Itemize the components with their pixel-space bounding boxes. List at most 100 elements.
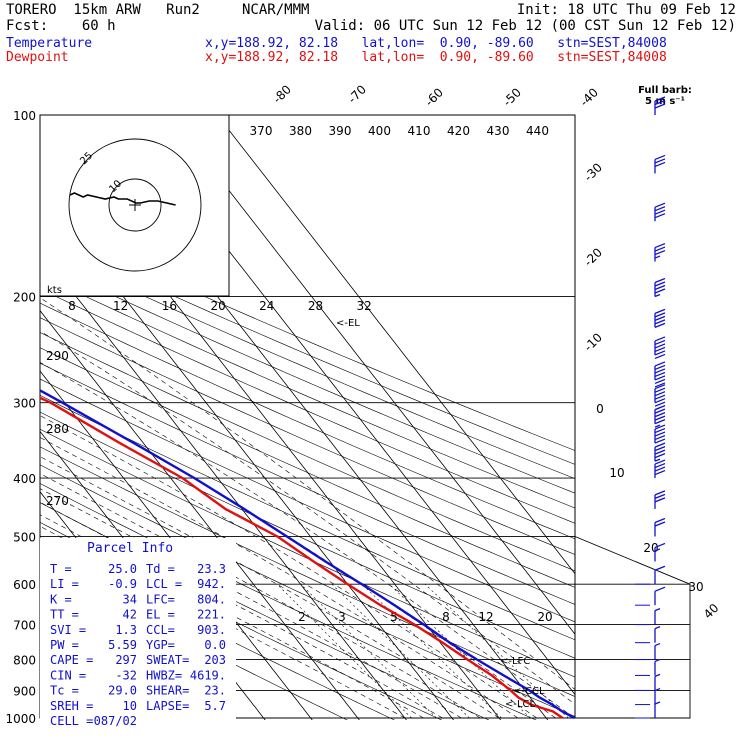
parcel-value: 5.59 (108, 638, 137, 652)
speed-axis-label: 16 (162, 299, 177, 313)
isotherm-label: -30 (581, 160, 605, 184)
hodograph-ring (68, 138, 202, 272)
wind-barb-flag (654, 322, 666, 328)
wind-barb-flag (654, 361, 666, 367)
dry-adiabat (40, 302, 575, 540)
wind-barb-flag (654, 424, 661, 428)
header-title: TORERO 15km ARW Run2 NCAR/MMM (6, 2, 310, 18)
hodograph-trace (69, 192, 176, 206)
parcel-value: 34 (123, 592, 137, 606)
mixing-ratio-line (276, 583, 412, 719)
wind-barb-flag (654, 242, 666, 249)
pressure-tick-label: 800 (13, 654, 36, 668)
wind-barb-flag (654, 442, 666, 448)
barb-legend: 5 m s⁻¹ (645, 96, 685, 107)
isotherm-line (40, 189, 455, 720)
parcel-label: LAPSE= (146, 699, 189, 713)
wind-barb-flag (654, 343, 666, 349)
parcel-info-title: Parcel Info (87, 541, 173, 556)
wind-barb-flag (654, 353, 666, 360)
pressure-tick-label: 900 (13, 684, 36, 698)
parcel-label: K = (50, 592, 72, 606)
wind-barb-flag (654, 434, 666, 441)
speed-axis-label: 8 (68, 299, 76, 313)
level-annotation: <-CCL (513, 686, 545, 697)
mixing-ratio-label: 5 (390, 610, 398, 624)
temperature-station-info: x,y=188.92, 82.18 lat,lon= 0.90, -89.60 … (205, 36, 667, 51)
dry-adiabat (40, 446, 575, 697)
dewpoint-line (40, 396, 564, 719)
wind-barb-flag (654, 469, 666, 476)
wind-barb-flag (654, 375, 666, 381)
wind-barb-flag (654, 246, 666, 252)
wind-barb-flag (654, 415, 666, 421)
barb-legend: Full barb: (638, 85, 692, 96)
wind-barb-flag (654, 382, 666, 388)
isotherm-label: -10 (581, 330, 605, 354)
isotherm-line (169, 115, 575, 635)
theta-label: 380 (289, 124, 312, 138)
dry-adiabat (40, 317, 575, 555)
theta-label: 370 (250, 124, 273, 138)
theta-label: 280 (46, 422, 69, 436)
isotherm-label: -50 (500, 85, 524, 109)
theta-label: 400 (368, 124, 391, 138)
dry-adiabat (40, 261, 575, 494)
wind-barb-flag (654, 408, 666, 414)
wind-barb-flag (654, 99, 666, 106)
parcel-label: LI = (50, 577, 79, 591)
pressure-tick-label: 300 (13, 397, 36, 411)
isotherm-label: 0 (596, 402, 604, 416)
parcel-label: LFC= (146, 592, 175, 606)
parcel-value: 4619. (190, 668, 226, 682)
mixing-ratio-label: 20 (537, 610, 552, 624)
wind-barb-flag (654, 466, 666, 472)
parcel-value: 23.3 (197, 562, 226, 576)
parcel-value: 221. (197, 608, 226, 622)
wind-barb-flag (654, 626, 661, 630)
parcel-value: 297 (115, 653, 137, 667)
wind-barb-flag (654, 658, 661, 663)
parcel-label: SVI = (50, 623, 86, 637)
wind-barb-flag (654, 401, 666, 407)
hodograph-units: kts (47, 285, 62, 296)
dry-adiabat (40, 362, 575, 605)
pressure-tick-label: 1000 (5, 712, 36, 726)
wind-barb-flag (654, 586, 666, 592)
wind-barb-flag (654, 431, 666, 437)
wind-barb-flag (654, 521, 666, 527)
wind-barb-flag (654, 387, 666, 393)
dry-adiabat (40, 288, 575, 524)
mixing-ratio-line (389, 583, 531, 719)
wind-barb-flag (654, 497, 666, 503)
mixing-ratio-label: 3 (338, 610, 346, 624)
parcel-value: 10 (123, 699, 137, 713)
wind-barb-flag (654, 565, 666, 571)
pressure-tick-label: 600 (13, 578, 36, 592)
pressure-tick-label: 400 (13, 472, 36, 486)
parcel-label: CAPE = (50, 653, 93, 667)
parcel-label: CCL= (146, 623, 175, 637)
wind-barb-flag (654, 371, 666, 378)
wind-barb-flag (654, 96, 666, 102)
header-init: Init: 18 UTC Thu 09 Feb 12 (516, 2, 736, 18)
wind-barb-flag (654, 424, 666, 430)
dry-adiabat (40, 234, 575, 465)
mixing-ratio-line (331, 583, 470, 719)
mixing-ratio-label: 12 (478, 610, 493, 624)
pressure-tick-label: 100 (13, 109, 36, 123)
dry-adiabat (40, 247, 575, 479)
wind-barb-flag (654, 277, 666, 284)
pressure-tick-label: 700 (13, 619, 36, 633)
speed-axis-label: 28 (308, 299, 323, 313)
wind-barb-flag (654, 548, 661, 552)
wind-barb-flag (654, 249, 666, 256)
wind-barb-flag (654, 339, 666, 346)
parcel-label: LCL = (146, 577, 182, 591)
parcel-value: 0.0 (204, 638, 226, 652)
isotherm-line (216, 115, 575, 575)
parcel-value: 903. (197, 623, 226, 637)
wind-barb-flag (654, 438, 666, 444)
parcel-value: 5.7 (204, 699, 226, 713)
header-valid: Valid: 06 UTC Sun 12 Feb 12 (00 CST Sun … (314, 18, 736, 34)
